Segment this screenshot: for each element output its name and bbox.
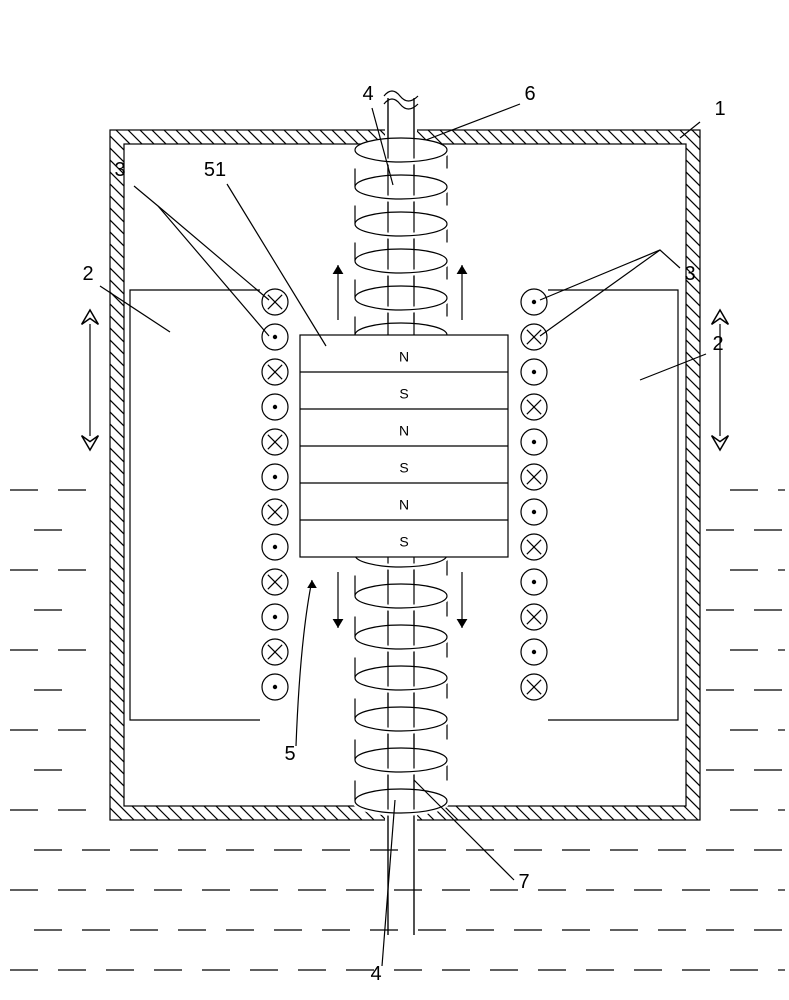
magnet-label: N (399, 497, 409, 513)
callout-5: 5 (284, 580, 312, 765)
callout-7: 7 (414, 780, 530, 893)
callout-label: 4 (362, 83, 373, 105)
callout-label: 2 (712, 333, 723, 355)
callout-6: 6 (426, 83, 536, 140)
callout-3L: 3 (114, 159, 269, 336)
callout-label: 51 (204, 159, 226, 181)
spring-top (355, 138, 447, 347)
coil-left (262, 289, 288, 700)
coil-former-right (548, 290, 678, 720)
magnet-label: N (399, 423, 409, 439)
coil-former-left (130, 290, 260, 720)
callout-label: 6 (524, 83, 535, 105)
magnet-label: S (399, 534, 408, 550)
magnet-label: N (399, 349, 409, 365)
callout-2R: 2 (640, 333, 724, 380)
magnet-label: S (399, 460, 408, 476)
magnet-stack: N S N S N S (300, 335, 508, 557)
callout-label: 5 (284, 743, 295, 765)
callout-1: 1 (680, 98, 726, 138)
callout-label: 2 (82, 263, 93, 285)
magnet-label: S (399, 386, 408, 402)
callout-4b: 4 (370, 800, 395, 985)
callout-label: 4 (370, 963, 381, 985)
callout-51: 51 (204, 159, 326, 346)
callout-label: 3 (684, 263, 695, 285)
callout-3R: 3 (540, 250, 696, 336)
callout-label: 1 (714, 98, 725, 120)
callout-label: 3 (114, 159, 125, 181)
callout-label: 7 (518, 871, 529, 893)
coil-right (521, 289, 547, 700)
